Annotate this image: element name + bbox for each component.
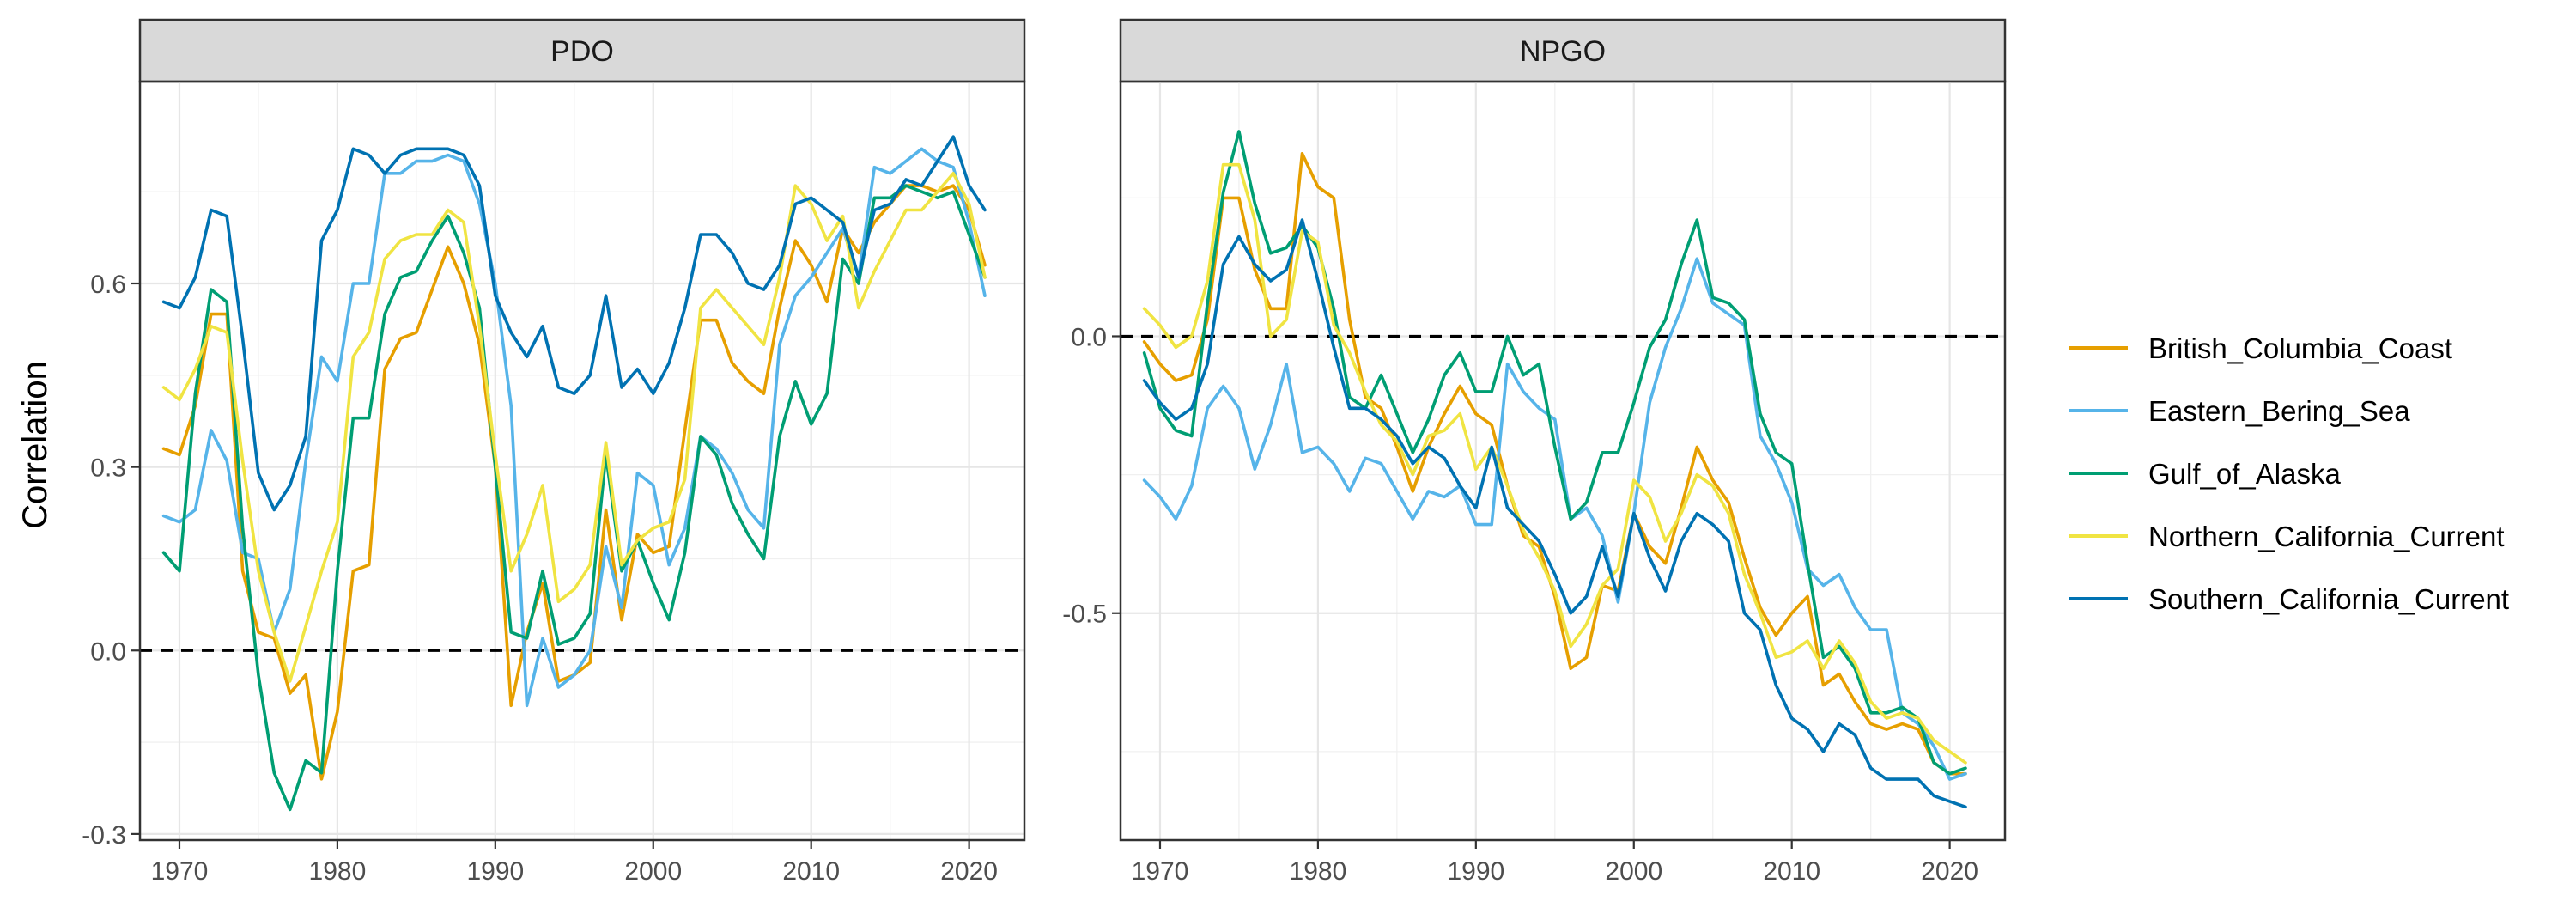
npgo-series-northern-california-current — [1142, 162, 1967, 765]
legend-label-gulf-of-alaska: Gulf_of_Alaska — [2148, 458, 2341, 490]
npgo-series-southern-california-current — [1142, 218, 1967, 809]
x-tick-label: 1990 — [466, 857, 524, 886]
y-tick-label: 0.6 — [90, 271, 126, 299]
x-tick-label: 2000 — [624, 857, 682, 886]
x-tick-label: 1980 — [1290, 857, 1347, 886]
y-tick-label: 0.3 — [90, 454, 126, 483]
y-tick-label: -0.3 — [82, 821, 126, 850]
npgo-panel: NPGO 1970 1980 1990 2000 2010 2020 -0.5 0.0 — [1062, 18, 2007, 886]
pdo-series-northern-california-current — [161, 172, 987, 683]
y-tick-label: 0.0 — [1071, 323, 1107, 351]
x-tick-label: 2000 — [1605, 857, 1662, 886]
x-tick-label: 1980 — [309, 857, 367, 886]
pdo-strip — [138, 18, 1026, 83]
x-tick-label: 2020 — [940, 857, 998, 886]
npgo-series-gulf-of-alaska — [1142, 130, 1967, 776]
x-tick-label: 1970 — [151, 857, 209, 886]
y-tick-label: 0.0 — [90, 637, 126, 666]
y-axis-label: Correlation — [16, 361, 54, 529]
y-tick-label: -0.5 — [1062, 600, 1107, 629]
x-tick-label: 2010 — [1763, 857, 1820, 886]
legend-label-british-columbia-coast: British_Columbia_Coast — [2148, 332, 2452, 364]
legend-label-southern-california-current: Southern_California_Current — [2148, 583, 2509, 615]
x-tick-label: 1990 — [1447, 857, 1504, 886]
legend-label-eastern-bering-sea: Eastern_Bering_Sea — [2148, 395, 2410, 427]
x-tick-label: 2020 — [1921, 857, 1978, 886]
npgo-series-eastern-bering-sea — [1142, 257, 1967, 781]
pdo-series-gulf-of-alaska — [161, 184, 987, 812]
legend: British_Columbia_Coast Eastern_Bering_Sea… — [2069, 332, 2509, 615]
x-tick-label: 1970 — [1132, 857, 1189, 886]
npgo-panel-title: NPGO — [1520, 35, 1606, 68]
npgo-panel-border — [1119, 80, 2007, 842]
pdo-series-southern-california-current — [161, 135, 987, 512]
pdo-panel: PDO 1970 1980 1990 2000 2010 2020 -0.3 0.0 0.3 0.6 — [82, 18, 1026, 886]
pdo-panel-title: PDO — [550, 35, 614, 68]
legend-label-northern-california-current: Northern_California_Current — [2148, 521, 2505, 552]
x-tick-label: 2010 — [782, 857, 840, 886]
pdo-panel-border — [138, 80, 1026, 842]
npgo-strip — [1119, 18, 2007, 83]
